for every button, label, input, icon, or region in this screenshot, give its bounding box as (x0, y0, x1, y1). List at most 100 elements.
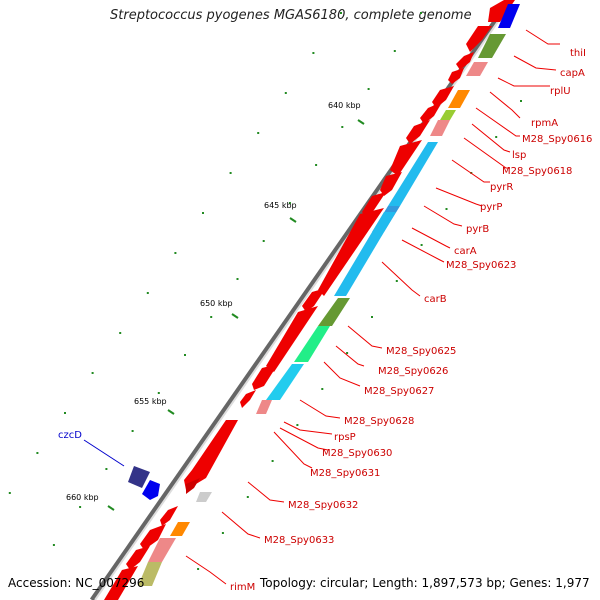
gene-label-M28_Spy0627[interactable]: M28_Spy0627 (364, 386, 434, 397)
gene-block[interactable] (448, 90, 470, 108)
gene-block[interactable] (196, 492, 212, 502)
gene-arrow[interactable] (140, 524, 166, 550)
gene-block[interactable] (148, 538, 176, 562)
gene-block[interactable] (466, 62, 488, 76)
gene-label-pyrP[interactable]: pyrP (480, 202, 502, 213)
kbp-label: 640 kbp (328, 101, 361, 110)
gene-arrow[interactable] (362, 192, 386, 218)
guide-dot (131, 430, 134, 432)
gene-arrow[interactable] (390, 140, 422, 176)
gene-label-rplU[interactable]: rplU (550, 86, 571, 97)
gene-arrow[interactable] (380, 172, 402, 196)
guide-dot (119, 332, 122, 334)
guide-dot (146, 292, 149, 294)
gene-arrow[interactable] (252, 364, 278, 390)
gene-label-M28_Spy0616[interactable]: M28_Spy0616 (522, 134, 592, 145)
kbp-label: 650 kbp (200, 299, 233, 308)
guide-dot (296, 424, 299, 426)
gene-block[interactable] (498, 4, 520, 28)
gene-label-M28_Spy0618[interactable]: M28_Spy0618 (502, 166, 572, 177)
forward-strand-genes (104, 0, 515, 600)
gene-arrow[interactable] (448, 68, 464, 84)
kbp-scale: 640 kbp 645 kbp 650 kbp 655 kbp 660 kbp (66, 101, 365, 511)
czcD-gene-arrow[interactable] (142, 480, 160, 500)
gene-label-carA[interactable]: carA (454, 246, 477, 257)
gene-block[interactable] (294, 326, 330, 362)
gene-block[interactable] (256, 400, 272, 414)
guide-dot (393, 50, 396, 52)
guide-dot (367, 88, 370, 90)
guide-dot (202, 212, 204, 214)
gene-arrow[interactable] (456, 52, 474, 70)
guide-dot (321, 388, 324, 390)
guide-dot (495, 136, 498, 138)
gene-arrow[interactable] (126, 546, 150, 570)
gene-label-M28_Spy0626[interactable]: M28_Spy0626 (378, 366, 448, 377)
guide-dot (236, 278, 239, 280)
gene-block[interactable] (318, 298, 350, 326)
gene-label-M28_Spy0632[interactable]: M28_Spy0632 (288, 500, 358, 511)
gene-label-thiI[interactable]: thiI (570, 48, 586, 59)
gene-arrow[interactable] (406, 120, 430, 144)
guide-dot (36, 452, 39, 454)
reverse-strand-genes (128, 4, 520, 586)
guide-dot (371, 316, 373, 318)
gene-block[interactable] (430, 120, 450, 136)
kbp-label: 660 kbp (66, 493, 99, 502)
guide-dot (346, 352, 349, 354)
gene-label-carB[interactable]: carB (424, 294, 447, 305)
gene-arrow[interactable] (104, 566, 138, 600)
gene-label-rpmA[interactable]: rpmA (531, 118, 558, 129)
czcD-gene-block[interactable] (128, 466, 150, 488)
guide-dot (105, 468, 108, 470)
gene-block[interactable] (334, 212, 396, 296)
accession-text: Accession: NC_007296 (8, 576, 145, 590)
gene-arrow[interactable] (302, 288, 326, 312)
gene-label-pyrR[interactable]: pyrR (490, 182, 513, 193)
guide-dot (420, 244, 423, 246)
gene-label-M28_Spy0628[interactable]: M28_Spy0628 (344, 416, 414, 427)
guide-dot (174, 252, 177, 254)
gene-arrow[interactable] (240, 390, 256, 408)
gene-label-M28_Spy0623[interactable]: M28_Spy0623 (446, 260, 516, 271)
gene-arrow[interactable] (266, 306, 318, 372)
gene-arrow[interactable] (466, 26, 492, 52)
gene-arrow[interactable] (160, 506, 178, 526)
kbp-label: 645 kbp (264, 201, 297, 210)
kbp-label: 655 kbp (134, 397, 167, 406)
gene-label-pyrB[interactable]: pyrB (466, 224, 489, 235)
gene-label-czcD[interactable]: czcD (58, 430, 82, 441)
guide-dot (420, 12, 422, 14)
gene-block[interactable] (170, 522, 190, 536)
gene-arrow[interactable] (318, 208, 384, 296)
gene-label-capA[interactable]: capA (560, 68, 585, 79)
gene-label-rimM[interactable]: rimM (230, 582, 255, 593)
gene-label-rpsP[interactable]: rpsP (334, 432, 356, 443)
gene-label-lsp[interactable]: lsp (512, 150, 526, 161)
guide-dot (221, 532, 224, 534)
gene-label-M28_Spy0631[interactable]: M28_Spy0631 (310, 468, 380, 479)
guide-dots (8, 12, 522, 570)
gene-label-M28_Spy0630[interactable]: M28_Spy0630 (322, 448, 392, 459)
guide-dot (262, 240, 265, 242)
gene-labels: thiI capA rplU rpmA M28_Spy0616 lsp M28_… (58, 48, 592, 593)
gene-block[interactable] (266, 364, 304, 400)
czcD-leader (83, 439, 125, 467)
gene-arrow[interactable] (184, 420, 238, 490)
gene-block[interactable] (388, 142, 438, 206)
gene-label-M28_Spy0625[interactable]: M28_Spy0625 (386, 346, 456, 357)
gene-arrow[interactable] (432, 86, 454, 108)
gene-arrow[interactable] (420, 102, 442, 124)
guide-dot (197, 568, 200, 570)
gene-block[interactable] (478, 34, 506, 58)
gene-arrow[interactable] (186, 478, 200, 494)
gene-block[interactable] (440, 110, 456, 120)
guide-dot (79, 506, 82, 508)
guide-dot (8, 492, 11, 494)
gene-block[interactable] (138, 562, 162, 586)
guide-dot (445, 208, 448, 210)
guide-dot (52, 544, 55, 546)
gene-label-M28_Spy0633[interactable]: M28_Spy0633 (264, 535, 334, 546)
topology-text: Topology: circular; Length: 1,897,573 bp… (260, 576, 590, 590)
